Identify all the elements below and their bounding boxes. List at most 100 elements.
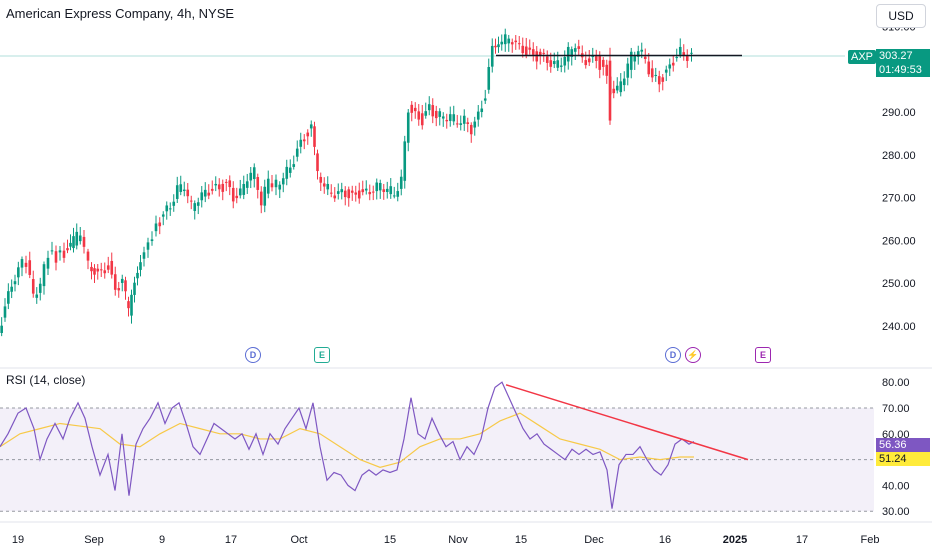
candle-body [389,186,393,195]
candle-body [542,52,546,54]
candle-body [193,203,197,211]
candle-body [552,61,556,65]
candle-body [647,61,651,75]
candle-body [601,59,605,67]
candle-body [378,182,382,191]
candle-body [200,192,204,201]
candle-body [528,47,532,50]
candle-body [110,260,114,275]
candle-body [242,183,246,195]
candle-body [189,200,193,202]
candle-body [661,77,665,82]
candle-body [75,231,79,246]
candle-body [591,55,595,58]
candle-body [682,52,686,56]
currency-button[interactable]: USD [876,4,926,28]
candle-body [103,270,107,274]
candle-body [117,288,121,291]
candle-body [368,192,372,195]
candle-body [476,111,480,120]
price-tick-label: 280.00 [882,150,916,162]
candle-body [93,268,96,275]
x-tick-label: Sep [84,534,104,546]
candle-body [316,153,319,172]
candle-body [238,188,242,196]
candle-body [245,181,249,188]
rsi-pane[interactable] [0,381,874,512]
x-tick-label: 15 [384,534,396,546]
price-tick-label: 260.00 [882,235,916,247]
x-tick-label: Nov [448,534,468,546]
candle-body [399,176,403,189]
candle-body [136,272,139,279]
candle-body [17,267,20,278]
dividend-event-icon[interactable]: D [665,347,681,363]
candle-body [371,191,375,193]
candle-body [587,58,591,63]
rsi-tick-label: 30.00 [882,506,910,518]
candle-body [566,46,570,62]
candle-body [13,281,17,285]
candle-body [438,111,442,117]
candle-body [545,56,549,63]
x-tick-label: 9 [159,534,165,546]
candle-body [326,183,330,190]
candle-body [50,250,54,252]
candle-body [38,283,42,293]
candle-body [20,259,24,268]
candle-body [563,56,567,66]
candle-body [142,252,146,259]
candle-body [507,38,511,44]
candle-body [445,119,449,122]
chart-title: American Express Company, 4h, NYSE [6,6,235,21]
candle-body [113,274,117,290]
candle-body [46,257,50,269]
candle-body [130,294,133,316]
candle-body [182,189,186,192]
earnings-event-icon[interactable]: E [314,347,330,363]
candle-body [469,124,473,135]
candle-body [392,195,396,197]
price-pane[interactable] [0,28,845,337]
candle-body [671,62,675,66]
candle-body [165,205,169,212]
candle-body [256,177,260,190]
candle-body [231,187,235,202]
candle-body [120,278,124,283]
candle-body [299,139,303,147]
candle-body [28,260,32,275]
candle-body [270,183,274,188]
candle-body [643,56,647,59]
upcoming-earnings-icon[interactable]: E [755,347,771,363]
candle-body [161,214,165,217]
x-tick-label: 17 [796,534,808,546]
candle-body [448,114,452,121]
symbol-tag: AXP [848,50,877,64]
candle-body [535,51,539,62]
candle-body [340,189,344,193]
split-event-icon[interactable]: ⚡ [685,347,701,363]
x-tick-label: Dec [584,534,604,546]
candle-body [577,46,581,49]
candle-body [434,110,438,119]
x-tick-label: Oct [290,534,307,546]
candle-body [361,189,365,193]
candle-body [82,236,86,247]
candle-body [175,185,179,199]
candle-body [382,189,386,192]
candle-body [58,250,62,253]
candle-body [127,301,130,309]
dividend-event-icon[interactable]: D [245,347,261,363]
rsi-tick-label: 60.00 [882,429,910,441]
rsi-trendline [505,384,749,461]
rsi-value-tag: 56.36 [876,438,930,452]
candle-body [259,191,263,206]
candle-body [350,190,354,193]
candle-body [500,41,504,45]
rsi-band-fill [0,408,874,512]
candle-body [35,294,39,298]
candle-body [598,55,602,70]
candle-body [612,88,616,94]
candle-body [406,112,410,143]
